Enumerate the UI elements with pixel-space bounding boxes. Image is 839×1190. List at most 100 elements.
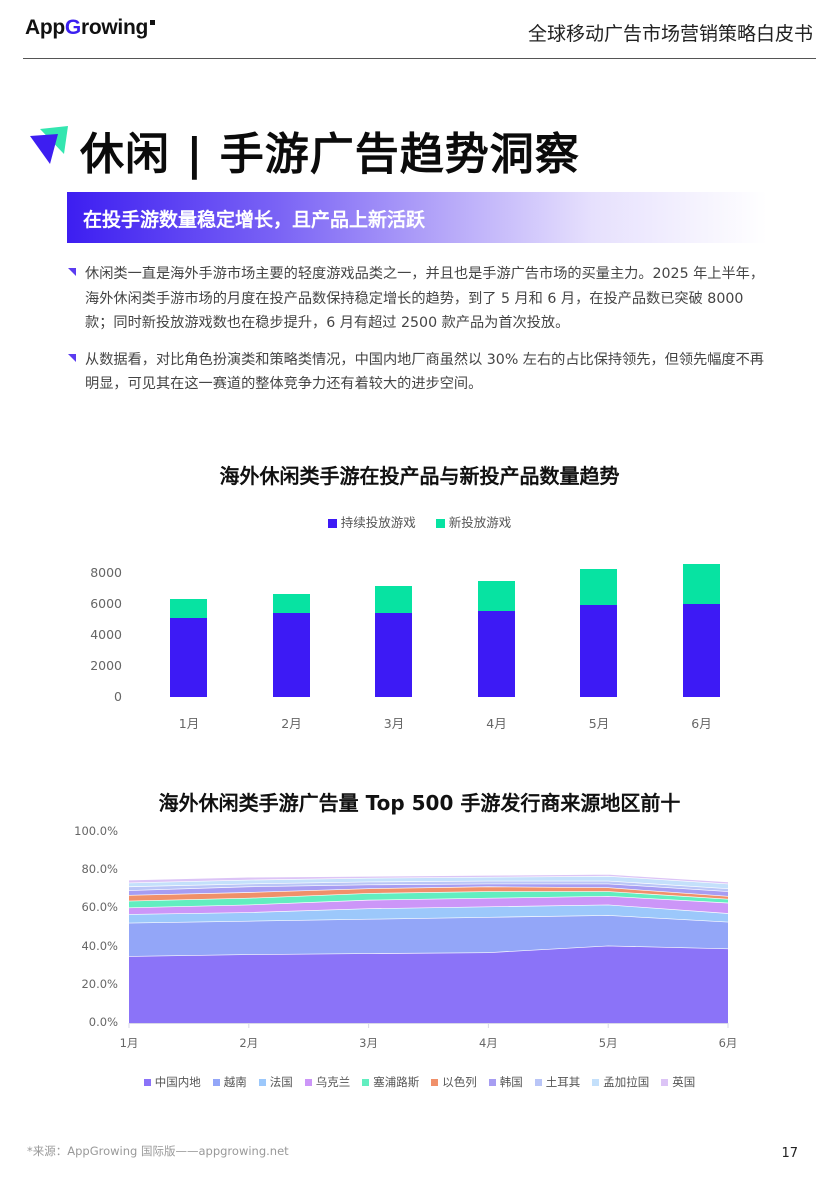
legend-label: 新投放游戏: [448, 515, 512, 530]
legend-item: 韩国: [488, 1074, 523, 1090]
legend-swatch-icon: [304, 1079, 312, 1086]
y-axis-tick: 20.0%: [81, 976, 118, 991]
legend-label: 以色列: [442, 1075, 477, 1089]
bar-segment: [682, 604, 720, 697]
bar-segment: [170, 617, 207, 697]
legend-label: 法国: [269, 1075, 293, 1089]
insight-item: 休闲类一直是海外手游市场主要的轻度游戏品类之一，并且也是手游广告市场的买量主力。…: [66, 262, 776, 336]
legend-item-continuing: 持续投放游戏: [327, 512, 416, 531]
legend-swatch-icon: [435, 519, 445, 528]
legend-label: 土耳其: [545, 1075, 581, 1089]
bar-2: [272, 560, 310, 697]
source-note: *来源：AppGrowing 国际版——appgrowing.net: [27, 1144, 289, 1158]
area-band: [129, 883, 728, 896]
x-axis-tick: 1月: [178, 716, 200, 731]
legend-item: 法国: [258, 1074, 293, 1090]
legend-item: 乌克兰: [304, 1074, 351, 1090]
legend-item: 中国内地: [143, 1074, 201, 1090]
y-axis-tick: 100.0%: [74, 824, 118, 838]
legend-swatch-icon: [327, 519, 337, 528]
bar-segment: [375, 586, 412, 614]
y-axis-tick: 4000: [90, 627, 122, 642]
x-axis-tick: 6月: [718, 1036, 738, 1050]
x-axis-tick: 5月: [588, 716, 610, 731]
legend-item: 土耳其: [534, 1074, 581, 1090]
bar-segment: [170, 599, 207, 618]
insight-list: 休闲类一直是海外手游市场主要的轻度游戏品类之一，并且也是手游广告市场的买量主力。…: [66, 262, 776, 409]
bar-segment: [580, 604, 617, 697]
header-divider: [23, 58, 816, 59]
y-axis-tick: 6000: [90, 596, 122, 611]
area-band: [129, 904, 728, 923]
x-axis-tick: 2月: [239, 1036, 259, 1050]
area-band: [129, 875, 728, 889]
legend-swatch-icon: [592, 1079, 600, 1086]
bar-chart-legend: 持续投放游戏 新投放游戏: [0, 512, 839, 531]
bar-3: [375, 560, 412, 697]
y-axis-tick: 0.0%: [88, 1015, 118, 1029]
x-axis-tick: 2月: [281, 716, 302, 731]
area-chart-legend: 中国内地 越南 法国 乌克兰 塞浦路斯 以色列 韩国 土耳其 孟加拉国 英国: [0, 1074, 839, 1090]
area-band: [129, 891, 728, 908]
area-band: [129, 886, 728, 901]
area-band: [129, 915, 728, 957]
insight-text: 休闲类一直是海外手游市场主要的轻度游戏品类之一，并且也是手游广告市场的买量主力。…: [85, 266, 765, 331]
section-subtitle: 在投手游数量稳定增长，且产品上新活跃: [83, 209, 426, 231]
y-axis-tick: 40.0%: [81, 938, 118, 953]
section-subtitle-banner: 在投手游数量稳定增长，且产品上新活跃: [67, 192, 767, 243]
x-axis-tick: 6月: [691, 716, 712, 731]
x-axis-tick: 4月: [478, 1036, 498, 1050]
legend-label: 韩国: [499, 1075, 523, 1089]
legend-swatch-icon: [212, 1079, 220, 1086]
area-band: [129, 945, 728, 1023]
bar-6: [682, 560, 720, 697]
legend-swatch-icon: [431, 1079, 439, 1086]
legend-item: 以色列: [431, 1074, 477, 1090]
bar-segment: [477, 580, 515, 611]
page-header: AppGrowing 全球移动广告市场营销策略白皮书: [0, 0, 839, 60]
appgrowing-logo: AppGrowing: [25, 16, 155, 40]
page-number: 17: [781, 1146, 798, 1161]
legend-item: 越南: [212, 1074, 247, 1090]
bar-chart-title: 海外休闲类手游在投产品与新投产品数量趋势: [219, 464, 620, 488]
legend-item: 英国: [661, 1074, 695, 1090]
legend-label: 塞浦路斯: [373, 1075, 420, 1089]
x-axis-tick: 3月: [359, 1036, 378, 1050]
legend-swatch-icon: [534, 1079, 542, 1086]
legend-swatch-icon: [661, 1079, 669, 1086]
y-axis-tick: 60.0%: [81, 900, 118, 915]
legend-swatch-icon: [488, 1079, 496, 1086]
logo-text-app: App: [25, 16, 65, 39]
y-axis-tick: 8000: [90, 565, 122, 580]
y-axis-tick: 2000: [90, 658, 122, 673]
x-axis-tick: 3月: [383, 716, 405, 731]
y-axis-tick: 80.0%: [81, 862, 118, 877]
page-title: 休闲 | 手游广告趋势洞察: [80, 129, 580, 180]
legend-label: 越南: [223, 1075, 247, 1089]
legend-item: 孟加拉国: [592, 1074, 649, 1090]
stacked-area-chart: 0.0% 20.0% 40.0% 60.0% 80.0% 100.0% 1月 2月 3月 4月 5月…: [60, 820, 780, 1060]
bar-segment: [272, 593, 310, 614]
bar-segment: [375, 613, 412, 697]
x-axis-tick: 4月: [486, 716, 507, 731]
legend-label: 英国: [672, 1075, 696, 1089]
bar-segment: [272, 613, 310, 697]
x-axis-tick: 1月: [119, 1036, 139, 1050]
bar-segment: [682, 563, 720, 604]
x-axis-tick: 5月: [598, 1036, 618, 1050]
report-title: 全球移动广告市场营销策略白皮书: [527, 23, 813, 45]
bar-4: [477, 560, 515, 697]
legend-item-new: 新投放游戏: [435, 512, 512, 531]
insight-text: 从数据看，对比角色扮演类和策略类情况，中国内地厂商虽然以 30% 左右的占比保持…: [85, 351, 764, 393]
bullet-triangle-icon: [68, 353, 76, 362]
triangle-arrow-icon: [30, 126, 68, 164]
legend-label: 乌克兰: [315, 1075, 351, 1089]
legend-swatch-icon: [362, 1079, 370, 1086]
legend-label: 中国内地: [154, 1075, 201, 1089]
legend-swatch-icon: [258, 1079, 266, 1086]
legend-label: 孟加拉国: [603, 1075, 650, 1089]
bar-1: [170, 560, 207, 697]
stacked-bar-chart: 0 2000 4000 6000 8000 1月 2月 3月 4月 5月 6月: [80, 560, 760, 740]
area-plot: [128, 873, 729, 1028]
logo-square-icon: [150, 20, 155, 25]
